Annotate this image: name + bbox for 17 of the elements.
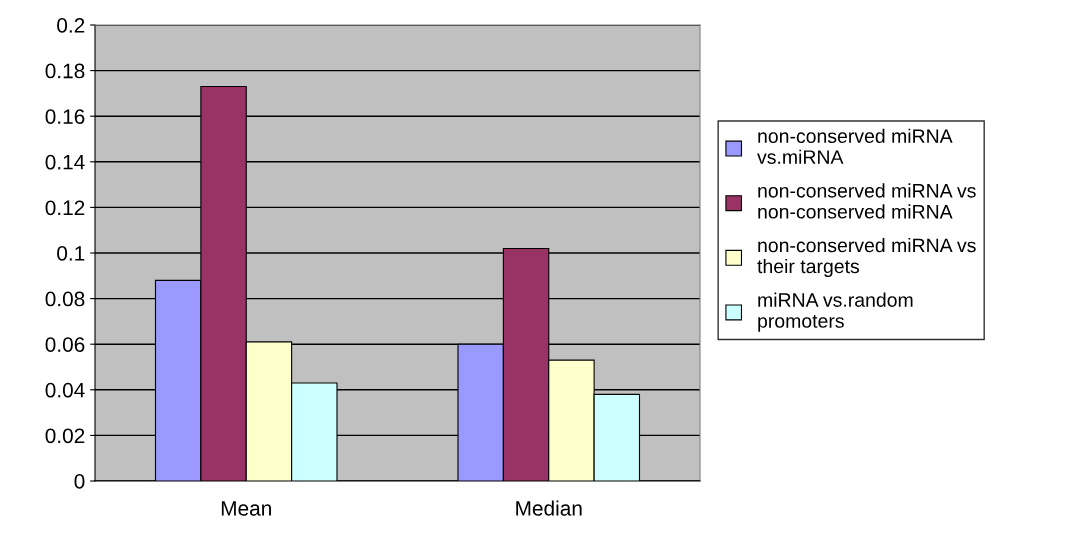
y-tick-label: 0 [74,474,85,489]
y-tick-label: 0.08 [45,291,85,307]
y-tick-label: 0.18 [45,63,85,79]
x-tick-label: Median [516,500,582,516]
y-tick-label: 0.16 [45,109,85,124]
y-tick-label: 0.04 [45,382,85,398]
y-tick-label: 0.2 [57,18,85,33]
legend-label: non-conserved miRNA vs non-conserved miRNA [758,183,976,219]
x-tick-label: Mean [221,501,271,516]
y-tick-label: 0.1 [57,246,85,261]
legend-label: non-conserved miRNA vs.miRNA [757,128,953,164]
y-tick-label: 0.14 [45,154,85,170]
y-tick-label: 0.02 [45,428,85,444]
y-tick-label: 0.06 [45,337,85,352]
legend-label: miRNA vs.random promoters [758,292,913,332]
legend-label: non-conserved miRNA vs their targets [757,237,976,278]
y-tick-label: 0.12 [45,200,85,216]
